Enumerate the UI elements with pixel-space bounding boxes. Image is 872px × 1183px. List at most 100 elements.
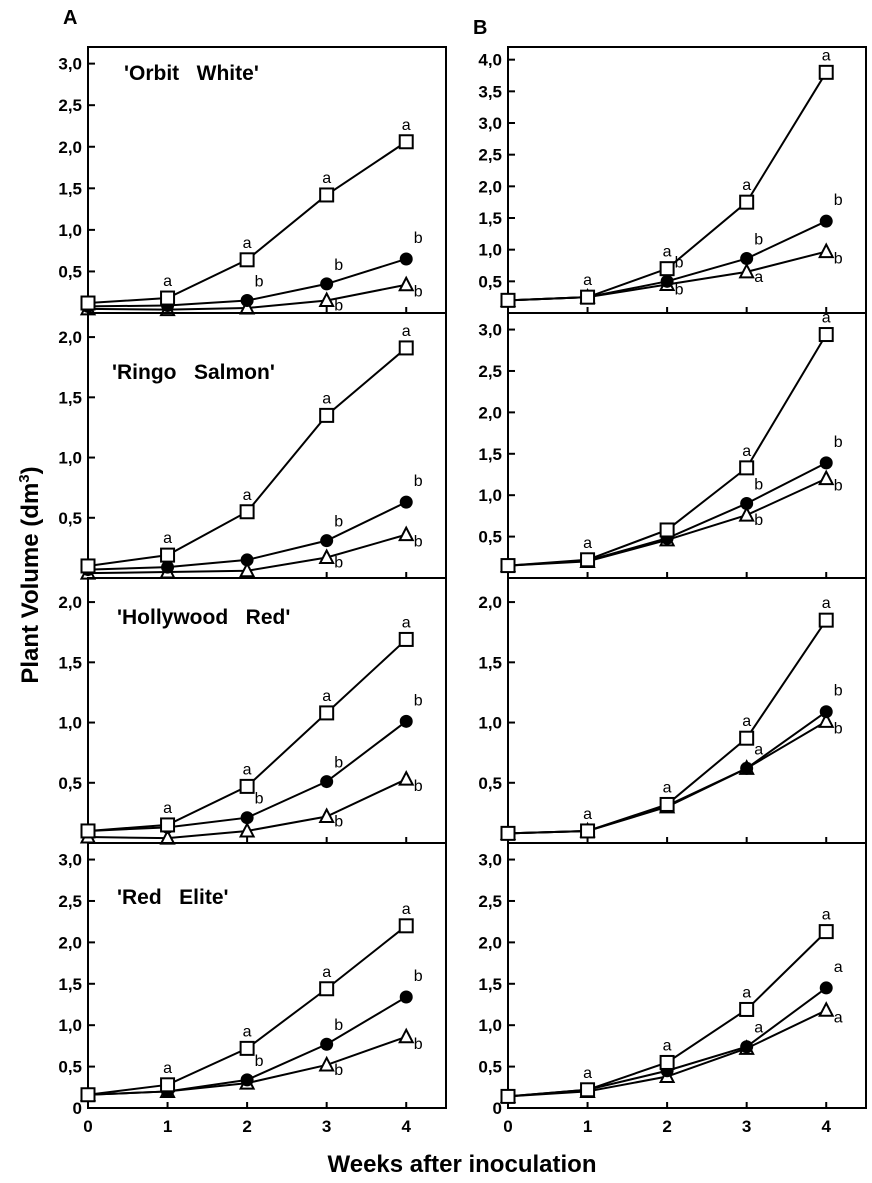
panels: 3,02,52,01,51,00,5bbbbbaaaa2,01,51,00,5b… xyxy=(58,46,867,1136)
significance-letter: a xyxy=(243,235,252,252)
x-tick-label: 2 xyxy=(242,1117,251,1136)
y-tick-label: 0,5 xyxy=(58,774,82,793)
significance-letter: a xyxy=(163,273,172,290)
series-line-open-square xyxy=(87,140,407,305)
point-open-square xyxy=(160,547,176,563)
significance-letter: b xyxy=(334,555,343,572)
x-tick-label: 4 xyxy=(821,1117,831,1136)
y-tick-label: 3,0 xyxy=(58,55,82,74)
significance-letter: a xyxy=(742,984,751,1001)
y-tick-label: 1,0 xyxy=(478,1016,502,1035)
point-open-square xyxy=(580,289,596,305)
point-open-triangle xyxy=(818,712,835,728)
significance-letter: a xyxy=(402,323,411,340)
point-open-square xyxy=(659,261,675,277)
significance-letter: b xyxy=(255,1053,264,1070)
y-tick-label: 2,0 xyxy=(58,933,82,952)
y-tick-label: 0,5 xyxy=(58,262,82,281)
significance-letter: a xyxy=(834,1009,843,1026)
panel-B-4: 3,0 2,5 2,0 1,5 1,0 0,5 00 1 2 3 4 a a a a a a a xyxy=(478,842,867,1136)
y-tick-label: 1,5 xyxy=(478,209,502,228)
significance-letter: a xyxy=(243,1023,252,1040)
y-tick-label: 2,0 xyxy=(478,177,502,196)
point-open-square xyxy=(818,327,834,343)
point-open-triangle xyxy=(738,505,755,522)
x-tick-label: 0 xyxy=(503,1117,512,1136)
y-tick-label: 2,0 xyxy=(478,403,502,422)
point-open-square xyxy=(239,778,255,794)
point-filled-circle xyxy=(399,990,413,1004)
y-tick-label: 2,0 xyxy=(58,138,82,157)
significance-letter: b xyxy=(834,434,843,451)
significance-letter: a xyxy=(402,117,411,134)
y-tick-label: 2,5 xyxy=(478,892,502,911)
point-open-triangle xyxy=(398,769,415,786)
significance-letter: a xyxy=(742,443,751,460)
series-line-filled-circle xyxy=(507,461,827,567)
significance-letter: b xyxy=(834,478,843,495)
point-open-triangle xyxy=(818,469,835,486)
point-filled-circle xyxy=(240,811,254,825)
point-open-square xyxy=(500,292,516,308)
y-tick-label: 1,5 xyxy=(478,653,502,672)
significance-letter: b xyxy=(414,230,423,247)
y-tick-label: 0 xyxy=(73,1099,82,1118)
point-filled-circle xyxy=(240,553,254,567)
cultivar-label-1: 'Orbit White' xyxy=(124,62,259,85)
point-open-square xyxy=(739,194,755,210)
significance-letter: a xyxy=(163,530,172,547)
point-open-square xyxy=(398,918,414,934)
significance-letter: a xyxy=(583,806,592,823)
panel-frame xyxy=(87,46,447,314)
y-tick-label: 2,5 xyxy=(58,892,82,911)
point-open-triangle xyxy=(818,1001,835,1017)
significance-letter: b xyxy=(334,1017,343,1034)
significance-letter: a xyxy=(754,1020,763,1037)
point-open-square xyxy=(739,1001,755,1017)
significance-letter: a xyxy=(822,595,831,612)
significance-letter: b xyxy=(414,284,423,301)
point-open-square xyxy=(580,1082,596,1098)
significance-letter: a xyxy=(822,907,831,924)
y-tick-label: 1,0 xyxy=(478,714,502,733)
point-open-square xyxy=(80,558,96,574)
cultivar-label-4: 'Red Elite' xyxy=(117,886,229,909)
point-filled-circle xyxy=(320,277,334,291)
point-open-square xyxy=(319,407,335,423)
y-tick-label: 3,0 xyxy=(478,321,502,340)
point-filled-circle xyxy=(740,252,754,266)
column-letter-b: B xyxy=(473,17,487,39)
point-open-square xyxy=(818,64,834,80)
point-open-square xyxy=(319,705,335,721)
significance-letter: a xyxy=(243,487,252,504)
point-open-square xyxy=(239,504,255,520)
point-filled-circle xyxy=(320,1037,334,1051)
point-open-square xyxy=(398,631,414,647)
significance-letter: a xyxy=(322,964,331,981)
y-tick-label: 1,0 xyxy=(478,241,502,260)
point-open-square xyxy=(580,552,596,568)
significance-letter: a xyxy=(583,272,592,289)
series-line-filled-circle xyxy=(507,710,827,835)
y-tick-label: 0,5 xyxy=(58,1058,82,1077)
point-open-square xyxy=(80,295,96,311)
x-tick-label: 4 xyxy=(401,1117,411,1136)
panel-A-2: 2,0 1,5 1,0 0,5 b b b b a a a a xyxy=(58,312,447,580)
y-tick-label: 0 xyxy=(493,1099,502,1118)
point-open-square xyxy=(239,1040,255,1056)
y-tick-label: 1,0 xyxy=(58,221,82,240)
y-tick-label: 2,5 xyxy=(478,362,502,381)
significance-letter: b xyxy=(834,683,843,700)
significance-letter: b xyxy=(414,778,423,795)
series-line-open-triangle xyxy=(507,477,827,567)
significance-letter: b xyxy=(675,282,684,299)
point-filled-circle xyxy=(740,496,754,510)
y-axis-title: Plant Volume (dm3) xyxy=(16,466,44,683)
point-filled-circle xyxy=(399,252,413,266)
significance-letter: a xyxy=(322,688,331,705)
x-axis-title: Weeks after inoculation xyxy=(328,1151,597,1178)
y-tick-label: 3,5 xyxy=(478,82,502,101)
point-filled-circle xyxy=(320,534,334,548)
